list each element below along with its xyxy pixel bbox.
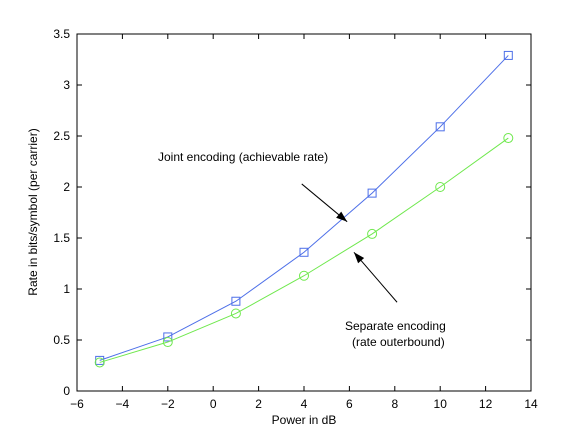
y-tick-label: 1.5 [53,231,70,245]
x-tick-label: 0 [210,397,217,411]
annotation-arrow-head-2 [353,252,365,264]
series-marker-circle [503,133,514,144]
annotation-arrow-line-2 [353,251,398,303]
plot-area [76,33,532,392]
x-tick-label: −4 [116,397,130,411]
series-marker-circle [230,308,241,319]
series-marker-square [231,296,241,306]
series-marker-circle [162,337,173,348]
series-marker-circle [299,270,309,281]
series-marker-square [367,188,377,198]
x-tick-label: −6 [70,397,84,411]
series-line-2 [99,137,509,363]
x-tick-label: 8 [391,397,398,411]
y-tick-label: 0.5 [53,333,70,347]
series-marker-square [435,122,445,132]
annotation-layer [301,183,398,303]
series-marker-circle [435,182,446,192]
y-axis-label: Rate in bits/symbol (per carrier) [26,128,40,295]
annotation-joint-encoding: Joint encoding (achievable rate) [158,150,328,164]
x-tick-label: 6 [346,397,353,411]
x-tick-label: 10 [434,397,448,411]
annotation-arrow-head-1 [336,211,348,222]
x-tick-label: 2 [255,397,262,411]
x-tick-label: −2 [161,397,175,411]
series-marker-circle [367,228,378,239]
y-tick-label: 3 [63,78,70,92]
series-layer [94,50,514,368]
y-tick-label: 0 [63,384,70,398]
series-marker-square [163,332,173,342]
x-tick-label: 12 [479,397,493,411]
y-tick-label: 3.5 [53,27,70,41]
y-tick-label: 1 [63,282,70,296]
annotation-separate-encoding-line2: (rate outerbound) [352,335,445,349]
series-line-1 [99,55,509,361]
x-tick-label: 14 [524,397,538,411]
annotation-separate-encoding-line1: Separate encoding [345,319,446,333]
series-marker-square [299,247,309,257]
x-tick-label: 4 [301,397,308,411]
series-marker-circle [94,357,105,368]
axis-ticks: −6 −4 −2 0 2 4 6 8 10 12 14 0 0.5 1 1.5 2 2.5 3 3.5 [53,27,538,411]
y-tick-label: 2.5 [53,129,70,143]
x-axis-label: Power in dB [272,413,337,427]
y-tick-label: 2 [63,180,70,194]
series-marker-square [503,50,513,60]
